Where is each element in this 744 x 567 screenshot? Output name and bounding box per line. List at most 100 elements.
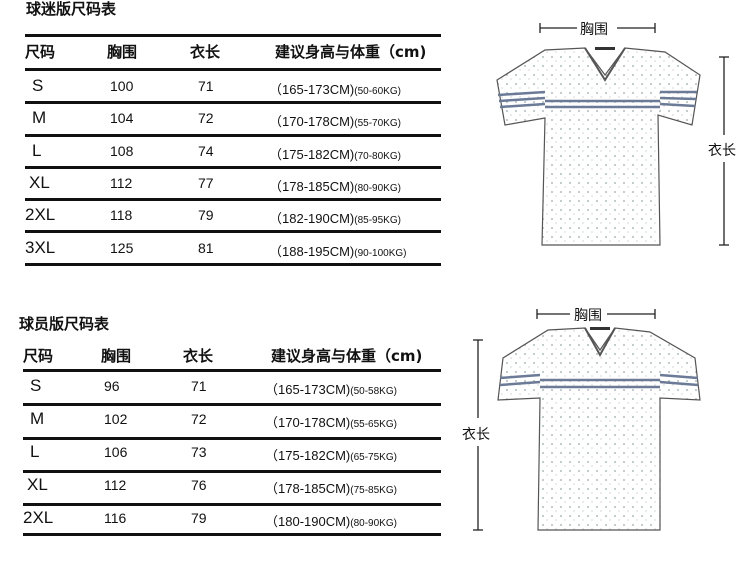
recommendation-cell: （178-185CM)(80-90KG): [269, 176, 401, 195]
size-cell: M: [30, 409, 45, 428]
chest-cell: 106: [104, 444, 128, 460]
table-divider: [23, 369, 441, 372]
size-cell: 3XL: [25, 237, 56, 257]
chest-cell: 102: [104, 411, 128, 427]
chest-cell: 108: [110, 142, 134, 159]
recommendation-cell: （180-190CM)(80-90KG): [265, 511, 397, 530]
recommendation-cell: （170-178CM)(55-70KG): [269, 111, 401, 130]
table-header: 衣长: [183, 347, 214, 365]
chest-cell: 116: [104, 510, 127, 526]
length-cell: 79: [198, 207, 214, 224]
player-length-label: 衣长: [462, 427, 490, 443]
length-cell: 71: [191, 378, 207, 394]
fan-size-table: 尺码 胸围 衣长 建议身高与体重（cm) S 100 71 （165-173CM)(50-60…: [25, 34, 441, 266]
recommendation-cell: （170-178CM)(55-65KG): [265, 412, 397, 431]
chest-cell: 100: [110, 78, 134, 94]
height-range: （165-173CM): [269, 82, 355, 97]
table-divider: [23, 403, 441, 406]
weight-range: (70-80KG): [354, 150, 401, 162]
player-table-title: 球员版尺码表: [19, 315, 110, 333]
size-cell: S: [30, 376, 42, 395]
player-chest-label: 胸围: [574, 308, 602, 324]
recommendation-cell: （175-182CM)(65-75KG): [265, 445, 397, 464]
player-size-table: 尺码 胸围 衣长 建议身高与体重（cm) S 96 71 （165-173CM)(50-58K…: [23, 340, 441, 540]
height-range: （182-190CM): [269, 211, 355, 227]
size-cell: XL: [27, 475, 48, 494]
table-divider: [25, 101, 441, 104]
table-divider: [23, 533, 441, 536]
size-cell: L: [30, 442, 40, 461]
height-range: （170-178CM): [269, 114, 355, 130]
table-header: 建议身高与体重（cm): [275, 43, 427, 61]
table-header: 尺码: [25, 43, 56, 61]
height-range: （180-190CM): [265, 514, 351, 529]
height-range: （170-178CM): [265, 415, 351, 430]
recommendation-cell: （165-173CM)(50-58KG): [265, 379, 397, 398]
table-divider: [25, 263, 441, 266]
chest-cell: 112: [110, 174, 133, 191]
weight-range: (50-58KG): [350, 386, 397, 397]
length-cell: 77: [198, 174, 214, 191]
table-divider: [25, 34, 441, 37]
table-header: 衣长: [190, 43, 221, 61]
weight-range: (80-90KG): [350, 518, 397, 529]
height-range: （178-185CM): [269, 178, 355, 194]
fan-shirt-icon: [496, 47, 701, 246]
table-divider: [25, 166, 441, 169]
fan-length-label: 衣长: [708, 143, 736, 159]
weight-range: (65-75KG): [350, 452, 397, 463]
length-cell: 72: [198, 110, 214, 127]
table-divider: [25, 230, 441, 233]
length-cell: 81: [198, 239, 214, 256]
table-header: 胸围: [107, 43, 138, 61]
weight-range: (75-85KG): [350, 485, 397, 496]
weight-range: (90-100KG): [354, 247, 407, 259]
player-shirt-icon: [497, 327, 701, 531]
recommendation-cell: （188-195CM)(90-100KG): [269, 241, 407, 260]
height-range: （178-185CM): [265, 481, 351, 496]
length-cell: 76: [191, 477, 207, 493]
length-cell: 71: [198, 78, 214, 94]
weight-range: (55-65KG): [350, 419, 397, 430]
chest-cell: 96: [104, 378, 120, 394]
size-cell: L: [32, 140, 42, 160]
recommendation-cell: （175-182CM)(70-80KG): [269, 144, 401, 163]
chest-cell: 112: [104, 477, 127, 493]
chest-cell: 125: [110, 239, 134, 256]
fan-table-title: 球迷版尺码表: [26, 0, 117, 18]
length-cell: 73: [191, 444, 207, 460]
height-range: （175-182CM): [265, 448, 351, 463]
table-header: 建议身高与体重（cm): [271, 347, 423, 365]
size-cell: 2XL: [25, 205, 56, 225]
chest-cell: 118: [110, 207, 133, 224]
weight-range: (55-70KG): [354, 118, 401, 130]
fan-chest-label: 胸围: [580, 22, 608, 38]
table-divider: [23, 503, 441, 506]
chest-measure-arrow: [539, 23, 729, 246]
recommendation-cell: （178-185CM)(75-85KG): [265, 478, 397, 497]
weight-range: (85-95KG): [354, 215, 401, 227]
table-header: 尺码: [23, 347, 54, 365]
chest-cell: 104: [110, 110, 134, 127]
table-divider: [25, 134, 441, 137]
length-cell: 74: [198, 142, 214, 159]
size-cell: S: [32, 76, 44, 95]
weight-range: (80-90KG): [354, 182, 401, 194]
table-header: 胸围: [101, 347, 132, 365]
length-cell: 79: [191, 510, 207, 526]
size-cell: XL: [29, 172, 50, 192]
size-cell: M: [32, 108, 47, 128]
height-range: （175-182CM): [269, 146, 355, 162]
table-divider: [23, 470, 441, 473]
table-divider: [23, 437, 441, 440]
weight-range: (50-60KG): [354, 86, 401, 97]
table-divider: [25, 198, 441, 201]
height-range: （188-195CM): [269, 243, 355, 259]
recommendation-cell: （165-173CM)(50-60KG): [269, 79, 401, 98]
size-cell: 2XL: [23, 508, 54, 527]
length-cell: 72: [191, 411, 207, 427]
table-divider: [25, 68, 441, 71]
height-range: （165-173CM): [265, 382, 351, 397]
recommendation-cell: （182-190CM)(85-95KG): [269, 208, 401, 227]
